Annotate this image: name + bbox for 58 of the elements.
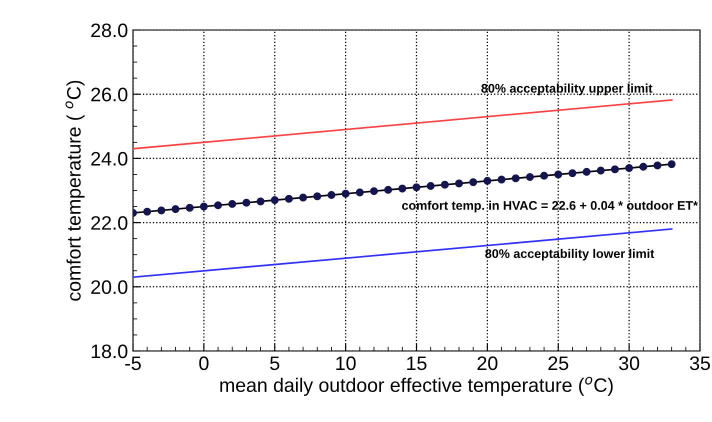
point — [256, 197, 265, 206]
point — [469, 178, 478, 186]
x-tick-label: 15 — [407, 356, 426, 370]
point — [370, 187, 378, 196]
point — [157, 206, 166, 214]
point — [214, 201, 222, 210]
point — [455, 179, 463, 188]
point — [412, 183, 420, 192]
point — [668, 160, 676, 168]
point — [328, 191, 336, 199]
x-tick-label: 5 — [270, 356, 280, 370]
point — [242, 198, 250, 207]
point — [284, 194, 293, 203]
point — [172, 205, 180, 214]
point — [596, 166, 605, 175]
x-tick-label: -5 — [125, 356, 141, 370]
annotation: comfort temp. in HVAC = 22.6 + 0.04 * outdoor ET* — [402, 200, 698, 212]
y-tick-label: 28.0 — [91, 23, 128, 38]
point — [200, 202, 208, 210]
x-tick-label: 20 — [478, 356, 498, 370]
point — [440, 180, 449, 189]
x-tick-label: 35 — [690, 356, 710, 370]
point — [342, 190, 350, 198]
point — [639, 162, 648, 171]
point — [625, 164, 634, 172]
point — [512, 174, 520, 182]
x-tick-label: 30 — [619, 356, 640, 370]
point — [186, 204, 194, 212]
point — [498, 176, 506, 184]
point — [611, 165, 619, 174]
x-axis-title: mean daily outdoor effective temperature ($^{o}$C) — [220, 376, 613, 396]
point — [299, 194, 308, 202]
point — [483, 176, 492, 185]
x-tick-label: 10 — [336, 356, 356, 370]
point — [568, 169, 576, 178]
annotation: 80% acceptability lower limit — [485, 248, 654, 261]
annotation: 80% acceptability upper limit — [481, 84, 652, 96]
y-tick-label: 22.0 — [91, 216, 128, 230]
point — [228, 200, 236, 208]
point — [398, 184, 406, 193]
point — [356, 188, 364, 196]
point — [384, 186, 392, 194]
y-tick-label: 20.0 — [91, 280, 128, 294]
point — [582, 168, 591, 176]
y-tick-label: 24.0 — [91, 152, 128, 166]
point — [526, 173, 534, 181]
point — [654, 162, 662, 170]
point — [426, 182, 435, 190]
x-tick-label: 25 — [548, 356, 568, 370]
point — [313, 192, 322, 200]
y-tick-label: 18.0 — [92, 344, 128, 358]
y-tick-label: 26.0 — [91, 88, 128, 102]
point — [540, 172, 548, 180]
point — [554, 170, 562, 178]
point — [143, 208, 152, 216]
point — [270, 196, 279, 204]
x-tick-label: 0 — [199, 356, 209, 370]
y-axis-title: comfort temperature ( $^{o}$C) — [65, 80, 85, 301]
